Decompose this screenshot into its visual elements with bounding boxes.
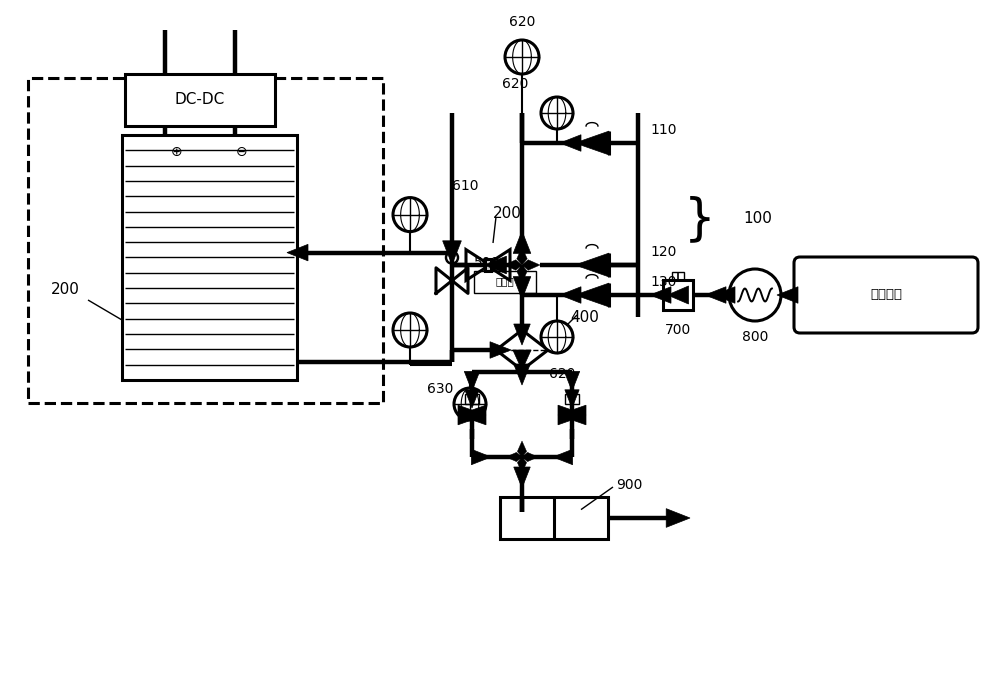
Circle shape bbox=[393, 313, 427, 347]
Text: 620: 620 bbox=[502, 77, 528, 91]
Polygon shape bbox=[464, 371, 480, 391]
Polygon shape bbox=[575, 253, 609, 277]
Polygon shape bbox=[668, 286, 689, 304]
Circle shape bbox=[505, 40, 539, 74]
Polygon shape bbox=[484, 256, 506, 274]
Text: 120: 120 bbox=[650, 245, 676, 259]
Polygon shape bbox=[558, 405, 586, 425]
Polygon shape bbox=[443, 241, 461, 265]
Circle shape bbox=[393, 198, 427, 232]
Polygon shape bbox=[513, 277, 531, 299]
Bar bbox=[565, 394, 579, 404]
Polygon shape bbox=[458, 405, 486, 425]
Text: ⊕: ⊕ bbox=[171, 145, 183, 159]
Bar bbox=[485, 259, 491, 271]
Text: DC-DC: DC-DC bbox=[175, 92, 225, 107]
Polygon shape bbox=[514, 467, 530, 488]
Polygon shape bbox=[705, 287, 726, 303]
Polygon shape bbox=[522, 260, 540, 270]
Polygon shape bbox=[471, 450, 491, 464]
Polygon shape bbox=[560, 135, 581, 151]
Bar bbox=[474, 271, 536, 292]
Polygon shape bbox=[517, 265, 527, 283]
Text: 620: 620 bbox=[509, 15, 535, 29]
Polygon shape bbox=[458, 405, 486, 425]
Polygon shape bbox=[558, 405, 586, 425]
Polygon shape bbox=[564, 371, 580, 391]
Circle shape bbox=[454, 388, 486, 420]
Polygon shape bbox=[517, 457, 527, 473]
Bar bbox=[465, 394, 479, 404]
Polygon shape bbox=[513, 231, 531, 253]
Polygon shape bbox=[553, 450, 573, 464]
FancyBboxPatch shape bbox=[794, 257, 978, 333]
Circle shape bbox=[541, 97, 573, 129]
Polygon shape bbox=[714, 287, 735, 303]
Polygon shape bbox=[522, 452, 538, 462]
Polygon shape bbox=[565, 389, 579, 408]
Bar bbox=[672, 272, 684, 280]
Bar bbox=[663, 280, 693, 310]
Bar bbox=[125, 74, 275, 126]
Polygon shape bbox=[513, 350, 531, 370]
Bar bbox=[122, 135, 297, 380]
Polygon shape bbox=[575, 131, 609, 155]
Polygon shape bbox=[490, 342, 511, 358]
Polygon shape bbox=[517, 441, 527, 457]
Polygon shape bbox=[504, 260, 522, 270]
Text: 400: 400 bbox=[570, 310, 599, 325]
Text: 500: 500 bbox=[474, 256, 500, 269]
Polygon shape bbox=[560, 287, 581, 303]
Bar bbox=[28, 78, 383, 403]
Text: 儲氫系統: 儲氫系統 bbox=[870, 288, 902, 302]
Polygon shape bbox=[465, 389, 479, 408]
Text: 130: 130 bbox=[650, 275, 676, 289]
Text: 800: 800 bbox=[742, 330, 768, 344]
Text: 620: 620 bbox=[549, 367, 575, 381]
Polygon shape bbox=[650, 287, 671, 303]
Polygon shape bbox=[777, 287, 798, 303]
Text: 200: 200 bbox=[51, 283, 79, 298]
Text: 900: 900 bbox=[616, 478, 642, 492]
Bar bbox=[500, 497, 608, 539]
Text: ⊖: ⊖ bbox=[236, 145, 248, 159]
Text: 泄壓閥: 泄壓閥 bbox=[496, 277, 514, 287]
Polygon shape bbox=[517, 247, 527, 265]
Polygon shape bbox=[666, 509, 690, 527]
Text: 630: 630 bbox=[427, 382, 453, 396]
Polygon shape bbox=[514, 364, 530, 385]
Text: 200: 200 bbox=[493, 205, 522, 221]
Circle shape bbox=[541, 321, 573, 353]
Polygon shape bbox=[287, 244, 308, 261]
Text: 100: 100 bbox=[743, 211, 772, 227]
Text: 610: 610 bbox=[452, 179, 478, 192]
Polygon shape bbox=[575, 283, 609, 307]
Text: 700: 700 bbox=[665, 323, 691, 337]
Polygon shape bbox=[514, 324, 530, 345]
Polygon shape bbox=[506, 452, 522, 462]
Text: 110: 110 bbox=[650, 123, 676, 137]
Text: }: } bbox=[684, 195, 716, 243]
